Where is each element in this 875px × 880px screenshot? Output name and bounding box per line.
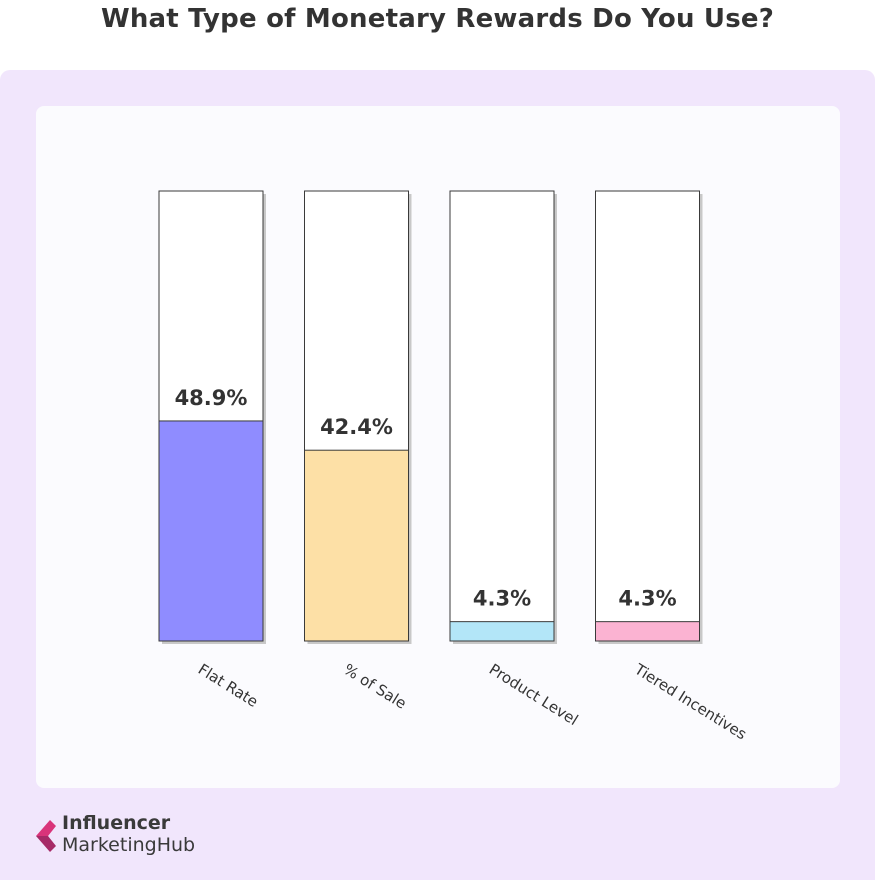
data-label: 4.3% <box>618 587 676 611</box>
logo-text-marketinghub: MarketingHub <box>62 834 196 856</box>
brand-logo: Influencer MarketingHub <box>34 812 234 862</box>
x-tick-label: % of Sale <box>340 660 409 713</box>
bar <box>449 621 555 642</box>
data-label: 48.9% <box>175 386 248 410</box>
x-tick-label: Flat Rate <box>195 660 261 711</box>
bar <box>158 420 264 642</box>
data-label: 42.4% <box>320 415 393 439</box>
bar-frame <box>449 190 555 642</box>
x-tick-label: Product Level <box>486 660 581 729</box>
logo-text-influencer: Influencer <box>62 812 171 834</box>
bar <box>595 621 700 642</box>
bar <box>304 449 409 642</box>
bar-frame <box>595 190 700 642</box>
logo-icon <box>36 820 56 852</box>
x-tick-label: Tiered Incentives <box>631 660 750 744</box>
chart-title: What Type of Monetary Rewards Do You Use… <box>100 4 775 34</box>
data-label: 4.3% <box>473 587 531 611</box>
